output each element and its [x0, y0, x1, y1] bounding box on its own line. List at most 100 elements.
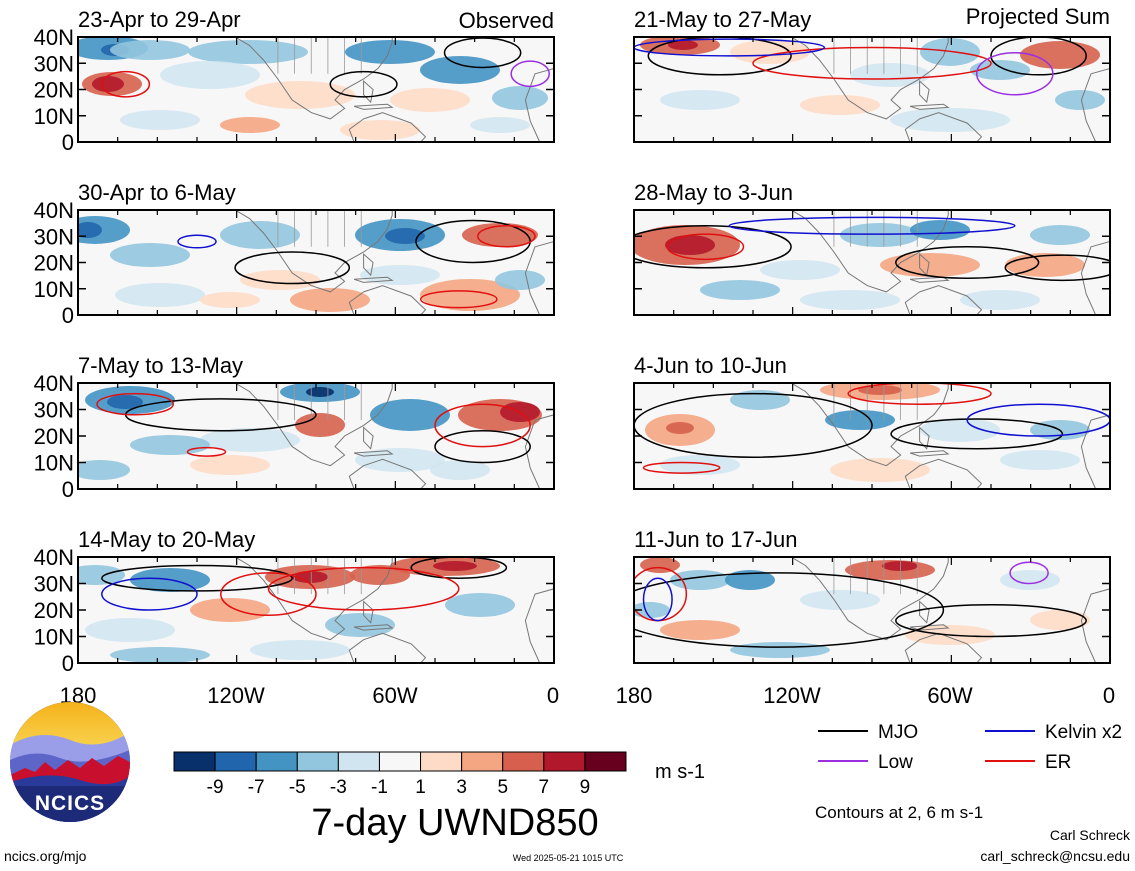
coastline — [524, 67, 554, 142]
anomaly-shading — [430, 460, 490, 480]
anomaly-shading — [850, 63, 930, 87]
contour-line — [634, 572, 945, 648]
anomaly-shading — [92, 76, 124, 92]
coastline — [363, 426, 374, 450]
panel-title: 30-Apr to 6-May — [78, 180, 236, 205]
colorbar-tick-label: 9 — [580, 777, 591, 798]
anomaly-shading — [920, 418, 1000, 442]
contour-line — [101, 564, 293, 592]
anomaly-shading — [292, 571, 328, 583]
colorbar-swatch — [420, 751, 463, 772]
contour-line — [752, 46, 992, 80]
anomaly-shading — [78, 460, 130, 480]
anomaly-shading — [1030, 610, 1090, 630]
anomaly-shading — [1055, 90, 1105, 110]
anomaly-shading — [800, 290, 900, 310]
anomaly-shading — [385, 228, 425, 244]
lat-label: 0 — [62, 303, 74, 328]
anomaly-shading — [190, 455, 270, 475]
lon-label-120w: 120W — [763, 683, 821, 708]
anomaly-shading — [666, 422, 694, 434]
logo-text: NCICS — [35, 792, 105, 815]
website: ncics.org/mjo — [4, 848, 87, 864]
anomaly-shading — [1030, 225, 1090, 245]
anomaly-shading — [370, 399, 450, 431]
colorbar-tick-label: 7 — [539, 777, 550, 798]
contour-line — [267, 566, 460, 611]
anomaly-shading — [290, 288, 370, 312]
coastline — [790, 37, 949, 120]
coastline — [353, 276, 394, 283]
contour-line — [329, 70, 398, 98]
coastline — [904, 112, 983, 142]
contour-line — [434, 429, 531, 464]
observed-label: Observed — [459, 8, 554, 33]
author: Carl Schreck — [1050, 827, 1131, 843]
lon-label-60w: 60W — [372, 683, 417, 708]
contour-line — [890, 418, 1064, 450]
lon-label-120w: 120W — [207, 683, 265, 708]
colorbar-swatch — [378, 751, 422, 772]
anomaly-shading — [220, 117, 280, 133]
anomaly-shading — [830, 458, 930, 482]
colorbar-swatch — [255, 751, 298, 772]
coastline — [234, 37, 393, 120]
anomaly-shading — [200, 292, 260, 308]
anomaly-shading — [660, 455, 740, 475]
coastline — [904, 285, 983, 315]
coastline — [363, 79, 374, 104]
anomaly-shading — [340, 120, 420, 140]
colorbar-swatch — [543, 751, 586, 772]
anomaly-shading — [858, 385, 902, 395]
lat-label: 30N — [34, 572, 74, 597]
anomaly-shading — [960, 290, 1040, 310]
coastline — [524, 414, 554, 489]
anomaly-shading — [110, 40, 190, 60]
contour-note: Contours at 2, 6 m s-1 — [815, 803, 983, 822]
lat-label: 20N — [34, 424, 74, 449]
lon-label-180: 180 — [616, 683, 653, 708]
anomaly-shading — [350, 565, 410, 585]
contour-line — [642, 577, 673, 622]
anomaly-shading — [110, 243, 190, 267]
map-panel: 21-May to 27-May — [633, 7, 1111, 143]
coastline — [909, 103, 950, 110]
legend-label: ER — [1045, 752, 1071, 773]
contour-line — [1009, 561, 1049, 585]
coastline — [234, 383, 393, 467]
anomaly-shading — [107, 395, 143, 409]
lat-label: 40N — [34, 198, 74, 223]
coastline — [1080, 588, 1110, 663]
timestamp: Wed 2025-05-21 1015 UTC — [513, 853, 624, 863]
legend-label: Low — [878, 752, 913, 773]
legend-label: Kelvin x2 — [1045, 722, 1122, 743]
lat-label: 10N — [34, 104, 74, 129]
lat-label: 20N — [34, 251, 74, 276]
anomaly-shading — [470, 117, 530, 133]
lat-label: 0 — [62, 477, 74, 502]
lat-label: 10N — [34, 277, 74, 302]
anomaly-shading — [882, 561, 918, 571]
anomaly-shading — [200, 428, 300, 452]
email: carl_schreck@ncsu.edu — [980, 848, 1130, 864]
contour-line — [634, 38, 826, 57]
colorbar-tick-label: -7 — [248, 777, 265, 798]
contour-line — [895, 246, 1040, 279]
anomaly-shading — [250, 640, 350, 660]
contour-legend: MJO Kelvin x2 Low ER — [818, 722, 1122, 773]
anomaly-shading — [295, 413, 345, 437]
contour-line — [410, 557, 508, 579]
main-title: 7-day UWND850 — [311, 802, 598, 844]
coastline — [919, 79, 930, 104]
panel-title: 21-May to 27-May — [634, 7, 811, 32]
anomaly-shading — [85, 618, 175, 642]
panel-title: 28-May to 3-Jun — [634, 180, 793, 205]
lat-label: 20N — [34, 598, 74, 623]
anomaly-shading — [115, 283, 205, 307]
colorbar-tick-label: 3 — [456, 777, 467, 798]
coastline — [1080, 67, 1110, 142]
anomaly-shading — [660, 90, 740, 110]
colorbar-swatch — [296, 751, 339, 772]
contour-line — [220, 572, 317, 617]
lat-label: 40N — [34, 371, 74, 396]
